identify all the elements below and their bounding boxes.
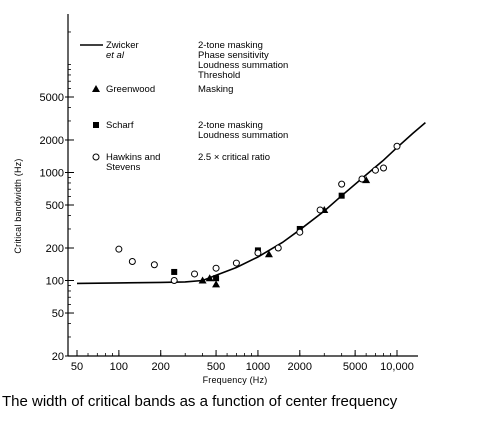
circle-data-point bbox=[232, 259, 240, 267]
legend-series-name: Stevens bbox=[106, 162, 141, 173]
circle-data-point bbox=[296, 228, 304, 236]
circle-data-point bbox=[316, 206, 324, 214]
legend-series-description: Loudness summation bbox=[198, 130, 288, 141]
triangle-data-point bbox=[198, 276, 207, 284]
critical-bandwidth-chart: 50 100 200 500 1000 2000 5000 10,000 20 50 100 200 5… bbox=[13, 14, 426, 385]
y-tick-label: 1000 bbox=[40, 167, 64, 179]
circle-data-point bbox=[393, 142, 401, 150]
y-tick-label: 500 bbox=[46, 200, 64, 212]
y-tick-label: 5000 bbox=[40, 92, 64, 104]
x-tick-label: 500 bbox=[207, 361, 225, 373]
x-tick-label: 100 bbox=[110, 361, 128, 373]
y-tick-label: 50 bbox=[52, 308, 64, 320]
legend-series-name: Greenwood bbox=[106, 84, 155, 95]
circle-data-point bbox=[212, 264, 220, 272]
legend-series-description: 2.5 × critical ratio bbox=[198, 152, 270, 163]
legend-series-name: et al bbox=[106, 50, 125, 61]
y-tick-label: 20 bbox=[52, 351, 64, 363]
circle-data-point bbox=[338, 180, 346, 188]
circle-data-point bbox=[380, 164, 388, 172]
circle-data-point bbox=[191, 270, 199, 278]
x-tick-label: 200 bbox=[152, 361, 170, 373]
legend-series-name: Hawkins and bbox=[106, 152, 160, 163]
zwicker-curve-line bbox=[76, 121, 426, 285]
circle-data-point bbox=[115, 245, 123, 253]
x-tick-label: 2000 bbox=[288, 361, 312, 373]
legend-square-symbol bbox=[93, 122, 99, 128]
circle-data-point bbox=[358, 175, 366, 183]
legend-series-description: Threshold bbox=[198, 70, 240, 81]
x-tick-label: 50 bbox=[71, 361, 83, 373]
y-tick-label: 2000 bbox=[40, 135, 64, 147]
chart-axes: 50 100 200 500 1000 2000 5000 10,000 20 50 100 200 5… bbox=[40, 14, 418, 373]
circle-data-point bbox=[371, 166, 379, 174]
triangle-data-point bbox=[264, 250, 273, 258]
circle-data-point bbox=[170, 277, 178, 285]
data-points-layer bbox=[115, 142, 401, 288]
triangle-data-point bbox=[212, 280, 221, 288]
y-tick-label: 100 bbox=[46, 276, 64, 288]
x-tick-label: 5000 bbox=[343, 361, 367, 373]
legend-circle-symbol bbox=[92, 153, 100, 161]
legend-series-name: Scharf bbox=[106, 120, 134, 131]
legend-series-name: Zwicker bbox=[106, 40, 139, 51]
x-tick-label: 10,000 bbox=[380, 361, 414, 373]
legend-series-description: 2-tone masking bbox=[198, 40, 263, 51]
circle-data-point bbox=[150, 261, 158, 269]
figure-caption: The width of critical bands as a functio… bbox=[2, 393, 398, 410]
y-tick-label: 200 bbox=[46, 243, 64, 255]
triangle-data-point bbox=[205, 274, 214, 282]
y-axis-title: Critical bandwidth (Hz) bbox=[13, 158, 23, 253]
square-data-point bbox=[338, 192, 345, 199]
legend-series-description: Masking bbox=[198, 84, 233, 95]
legend-series-description: Phase sensitivity bbox=[198, 50, 269, 61]
circle-data-point bbox=[274, 244, 282, 252]
legend-series-description: 2-tone masking bbox=[198, 120, 263, 131]
circle-data-point bbox=[254, 249, 262, 257]
circle-data-point bbox=[128, 257, 136, 265]
square-data-point bbox=[171, 268, 178, 275]
x-tick-label: 1000 bbox=[246, 361, 270, 373]
x-axis-title: Frequency (Hz) bbox=[203, 375, 268, 385]
zwicker-curve-layer bbox=[76, 121, 426, 285]
legend-series-description: Loudness summation bbox=[198, 60, 288, 71]
legend-triangle-symbol bbox=[92, 85, 100, 92]
square-data-point bbox=[213, 275, 220, 282]
